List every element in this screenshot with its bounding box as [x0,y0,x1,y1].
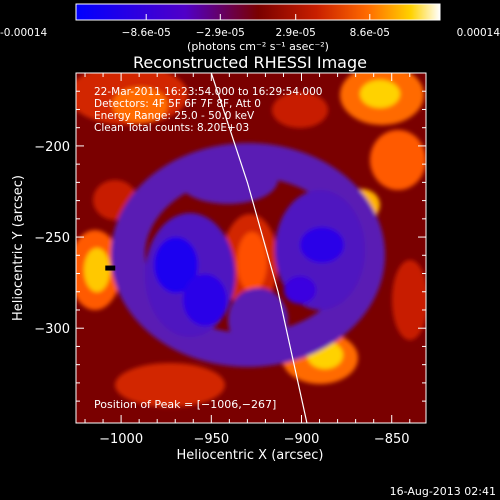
y-axis: −200 −250 −300 [34,72,426,402]
x-axis: −1000 −950 −900 −850 [84,73,411,447]
colorbar-tick-label: 0.00014 [457,27,500,39]
colorbar-tick-label: −8.6e-05 [122,27,171,39]
y-tick-label: −200 [34,140,70,155]
colorbar-ticks: -0.00014 −8.6e-05 −2.9e-05 2.9e-05 8.6e-05 0.… [0,14,500,39]
x-tick-label: −1000 [99,432,143,447]
x-tick-label: −850 [374,432,410,447]
heatmap-image [76,73,426,423]
peak-marker [105,265,116,271]
x-tick-label: −900 [284,432,320,447]
x-tick-label: −950 [193,432,229,447]
y-tick-label: −300 [34,322,70,337]
colorbar: -0.00014 −8.6e-05 −2.9e-05 2.9e-05 8.6e-05 0.… [0,3,500,53]
solar-limb-curve [210,73,308,423]
peak-position-label: Position of Peak = [−1006,−267] [94,398,276,411]
colorbar-tick-label: 8.6e-05 [350,27,390,39]
colorbar-tick-label: 2.9e-05 [276,27,316,39]
y-axis-label: Heliocentric Y (arcsec) [11,175,26,321]
footer-date: 16-Aug-2013 02:41 [390,485,496,498]
annotation-line: Detectors: 4F 5F 6F 7F 8F, Att 0 [94,98,261,110]
y-tick-label: −250 [34,231,70,246]
colorbar-tick-label: -0.00014 [0,27,48,39]
colorbar-gradient [75,3,441,21]
colorbar-unit-label: (photons cm⁻² s⁻¹ asec⁻²) [187,40,329,53]
annotation-block: 22-Mar-2011 16:23:54.000 to 16:29:54.000… [94,86,322,134]
chart-title: Reconstructed RHESSI Image [133,53,367,72]
colorbar-tick-label: −2.9e-05 [196,27,245,39]
plot-frame [75,72,427,424]
x-axis-label: Heliocentric X (arcsec) [177,448,324,463]
annotation-line: Energy Range: 25.0 - 50.0 keV [94,110,255,122]
annotation-line: 22-Mar-2011 16:23:54.000 to 16:29:54.000 [94,86,322,98]
annotation-line: Clean Total counts: 8.20E+03 [94,122,249,134]
